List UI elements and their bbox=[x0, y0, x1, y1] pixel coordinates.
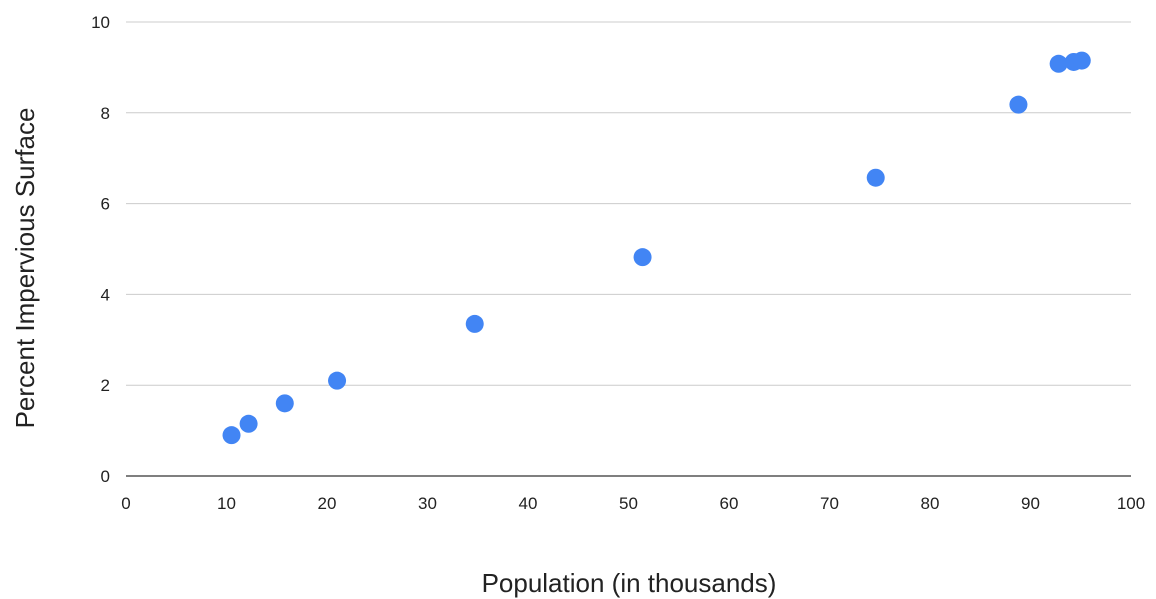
y-tick-label: 8 bbox=[101, 104, 110, 123]
y-axis-ticks: 0 2 4 6 8 10 bbox=[91, 13, 110, 486]
x-tick-label: 80 bbox=[921, 494, 940, 513]
y-tick-label: 10 bbox=[91, 13, 110, 32]
y-tick-label: 4 bbox=[101, 285, 110, 304]
x-tick-label: 30 bbox=[418, 494, 437, 513]
x-tick-label: 10 bbox=[217, 494, 236, 513]
x-tick-label: 60 bbox=[720, 494, 739, 513]
x-tick-label: 70 bbox=[820, 494, 839, 513]
x-axis-title: Population (in thousands) bbox=[482, 568, 777, 598]
x-tick-label: 100 bbox=[1117, 494, 1145, 513]
x-tick-label: 20 bbox=[318, 494, 337, 513]
data-point bbox=[1072, 51, 1091, 70]
y-tick-label: 0 bbox=[101, 467, 110, 486]
y-tick-label: 2 bbox=[101, 376, 110, 395]
data-point bbox=[328, 371, 347, 390]
gridlines bbox=[126, 21, 1131, 477]
data-point bbox=[222, 426, 241, 445]
x-tick-label: 50 bbox=[619, 494, 638, 513]
data-point bbox=[465, 314, 484, 333]
x-tick-label: 90 bbox=[1021, 494, 1040, 513]
x-tick-label: 40 bbox=[519, 494, 538, 513]
data-point bbox=[275, 394, 294, 413]
x-tick-label: 0 bbox=[121, 494, 130, 513]
data-point bbox=[1009, 95, 1028, 114]
data-point bbox=[1049, 54, 1068, 73]
data-points bbox=[222, 51, 1091, 445]
x-axis-ticks: 0 10 20 30 40 50 60 70 80 90 100 bbox=[121, 494, 1145, 513]
data-point bbox=[633, 248, 652, 267]
data-point bbox=[866, 168, 885, 187]
y-axis-title: Percent Impervious Surface bbox=[10, 108, 40, 429]
y-tick-label: 6 bbox=[101, 195, 110, 214]
data-point bbox=[239, 414, 258, 433]
